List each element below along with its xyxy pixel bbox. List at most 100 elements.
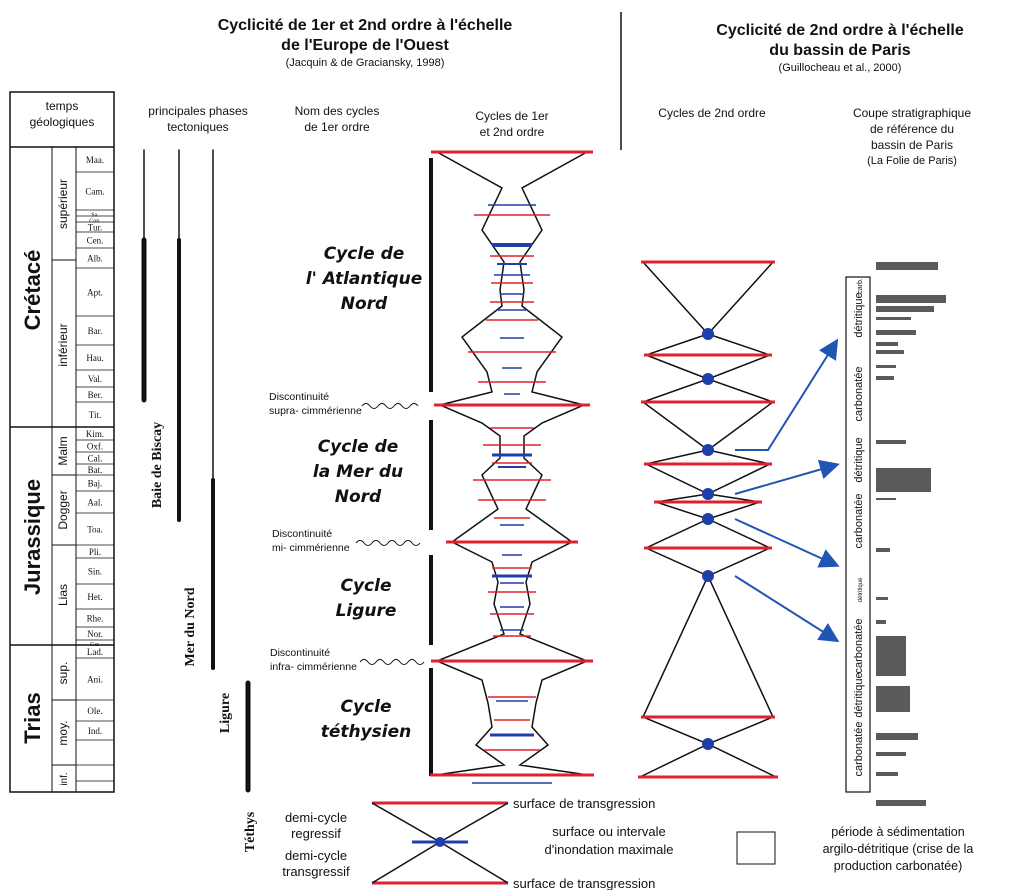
legend-regressive-line2: regressif [291, 826, 341, 841]
cycle-name-line3: Nord [335, 487, 382, 507]
stage-label: Val. [88, 374, 102, 384]
correlation-arrows [734, 338, 840, 643]
stage-label: Con. [89, 219, 101, 225]
right-header: Cyclicité de 2nd ordre à l'échelle du ba… [716, 22, 964, 74]
col-section-line4: (La Folie de Paris) [867, 155, 957, 167]
section-bed [876, 548, 890, 552]
legend-top-surface-label: surface de transgression [513, 796, 655, 811]
section-lithology-label: carb. [857, 278, 864, 294]
section-bed [876, 686, 910, 712]
first-second-order-cycles [430, 150, 594, 784]
cycle2-outline-right [705, 261, 777, 778]
cycle-name-merdunord: Cycle de la Mer du Nord [313, 437, 403, 507]
stage-label: Car. [90, 642, 100, 648]
section-bed [876, 620, 886, 624]
wavy-line [361, 403, 419, 409]
col-cycles12-line2: et 2nd ordre [480, 125, 545, 139]
series-malm: Malm [56, 436, 70, 465]
cycle-name-line1: Cycle de [318, 437, 399, 457]
wavy-line [359, 659, 425, 665]
tectonic-label-ligure: Ligure [218, 693, 233, 733]
legend-box-line3: production carbonatée) [834, 859, 963, 873]
section-bed [876, 752, 906, 756]
legend-box-line2: argilo-détritique (crise de la [823, 842, 974, 856]
col-cycles12-line1: Cycles de 1er [475, 109, 548, 123]
section-bed [876, 440, 906, 444]
discontinuity-mi: Discontinuité mi- cimmérienne [272, 528, 421, 554]
discontinuity-line2: mi- cimmérienne [272, 542, 350, 554]
cycle-name-tethysien: Cycle téthysien [321, 697, 412, 742]
stage-label: Sin. [88, 567, 102, 577]
section-bed [876, 342, 898, 346]
series-inferieur: inférieur [56, 323, 70, 366]
cycle-name-atlantique: Cycle de l' Atlantique Nord [306, 244, 422, 314]
series-sup: sup. [56, 662, 70, 685]
stage-label: Oxf. [87, 442, 103, 452]
stage-label: Ani. [87, 675, 103, 685]
section-bed [876, 306, 934, 312]
section-bed [876, 262, 938, 270]
legend-box [736, 831, 776, 865]
system-jurassique: Jurassique [20, 479, 45, 595]
cycle-name-line1: Cycle [341, 697, 392, 717]
stage-label: Bat. [88, 465, 103, 475]
stage-label: Ber. [88, 390, 103, 400]
legend-mfs-line2: d'inondation maximale [545, 842, 674, 857]
stage-label: Maa. [86, 155, 104, 165]
cycle-name-line1: Cycle de [324, 244, 405, 264]
arrow-4 [734, 575, 840, 643]
mfs-dot [702, 444, 714, 456]
discontinuity-line2: infra- cimmérienne [270, 661, 357, 673]
series-lias: Lias [56, 584, 70, 606]
mfs-dot [702, 738, 714, 750]
col-section-line1: Coupe stratigraphique [853, 106, 971, 120]
stage-label: Nor. [87, 629, 103, 639]
tectonic-label-merdunord: Mer du Nord [183, 587, 198, 666]
cycle-name-line2: l' Atlantique [306, 269, 422, 289]
cycle-name-ligure: Cycle Ligure [336, 576, 397, 621]
section-bed [876, 468, 931, 492]
section-bed [876, 330, 916, 335]
col-time-line1: temps [46, 99, 79, 113]
legend-mfs-dot [435, 837, 445, 847]
stage-label: Kim. [86, 429, 104, 439]
section-bed [876, 376, 894, 380]
stage-label: Sa. [91, 213, 99, 219]
legend-box-line1: période à sédimentation [831, 825, 964, 839]
stage-label: Cal. [88, 454, 103, 464]
section-lithology-label: détritique [853, 672, 865, 717]
section-log [876, 262, 946, 806]
system-trias: Trias [20, 692, 45, 743]
series-superieur: supérieur [56, 179, 70, 229]
discontinuity-infra: Discontinuité infra- cimmérienne [270, 647, 425, 673]
mfs-dot [702, 513, 714, 525]
stage-label: Ind. [88, 726, 102, 736]
cycle2-outline-left [639, 261, 711, 778]
right-header-title-line2: du bassin de Paris [769, 42, 910, 59]
col-cycles2: Cycles de 2nd ordre [658, 106, 766, 120]
stage-label: Lad. [87, 647, 103, 657]
section-bed [876, 800, 926, 806]
legend: demi-cycle regressif demi-cycle transgre… [282, 796, 973, 890]
col-tectonic-line1: principales phases [148, 104, 247, 118]
section-bed [876, 365, 896, 368]
stage-label: Apt. [87, 288, 103, 298]
stage-label: Cen. [87, 236, 104, 246]
col-names-line1: Nom des cycles [295, 104, 380, 118]
series-dogger: Dogger [56, 490, 70, 529]
cycle-outline-left [435, 151, 506, 776]
section-label-box [845, 276, 871, 793]
discontinuity-line2: supra- cimmérienne [269, 405, 362, 417]
wavy-line [355, 540, 421, 546]
stage-label: Baj. [88, 479, 103, 489]
stage-label: Tur. [88, 223, 102, 233]
tectonic-bars [141, 149, 251, 793]
arrow-1 [735, 338, 839, 451]
left-header: Cyclicité de 1er et 2nd ordre à l'échell… [218, 17, 513, 69]
cycle-name-line1: Cycle [341, 576, 392, 596]
tectonic-label-tethys: Téthys [243, 811, 258, 852]
section-bed [876, 733, 918, 740]
mfs-dot [702, 488, 714, 500]
section-lithology-label: carbonatée [853, 618, 865, 673]
mfs-dot [702, 328, 714, 340]
